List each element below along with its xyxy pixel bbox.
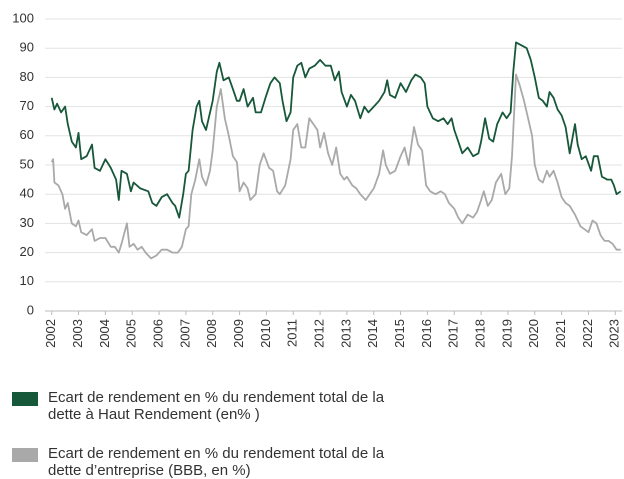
x-tick-label: 2007 [177,319,192,348]
series-line [50,73,621,260]
x-tick-label: 2015 [392,319,407,348]
x-tick-label: 2017 [446,319,461,348]
legend-label: Ecart de rendement en % du rendement tot… [48,389,385,423]
legend-swatch [12,392,38,406]
x-tick-label: 2010 [258,319,273,348]
x-tick-label: 2008 [204,319,219,348]
legend-swatch [12,448,38,462]
x-tick-label: 2005 [124,319,139,348]
x-tick-label: 2003 [70,319,85,348]
chart: 0 10 20 30 40 50 60 70 80 90 100 2002 2003 2004 2005 20… [12,10,622,348]
y-tick-label: 60 [20,127,34,142]
x-tick-label: 2021 [553,319,568,348]
x-tick-label: 2023 [607,319,622,348]
x-tick-label: 2014 [365,319,380,348]
x-tick-label: 2016 [419,319,434,348]
x-tick-label: 2009 [231,319,246,348]
legend-label: Ecart de rendement en % du rendement tot… [48,445,385,479]
y-tick-label: 0 [27,302,34,317]
x-tick-label: 2004 [97,319,112,348]
x-tick-label: 2011 [285,319,300,347]
legend-entry: Ecart de rendement en % du rendement tot… [12,389,404,423]
x-tick-label: 2002 [43,319,58,348]
x-tick-label: 2020 [526,319,541,348]
y-tick-label: 30 [20,215,34,230]
x-tick-label: 2013 [338,319,353,348]
y-tick-label: 100 [12,10,34,25]
y-tick-label: 40 [20,186,34,201]
legend-entry: Ecart de rendement en % du rendement tot… [12,445,404,479]
x-tick-label: 2019 [499,319,514,348]
x-tick-label: 2022 [580,319,595,348]
y-tick-label: 70 [20,98,34,113]
x-tick-label: 2006 [150,319,165,348]
y-tick-label: 20 [20,244,34,259]
y-tick-label: 10 [20,273,34,288]
y-tick-label: 50 [20,156,34,171]
x-tick-label: 2018 [473,319,488,348]
x-tick-label: 2012 [312,319,327,348]
series-line [50,41,622,219]
y-tick-label: 90 [20,40,34,55]
y-tick-label: 80 [20,69,34,84]
